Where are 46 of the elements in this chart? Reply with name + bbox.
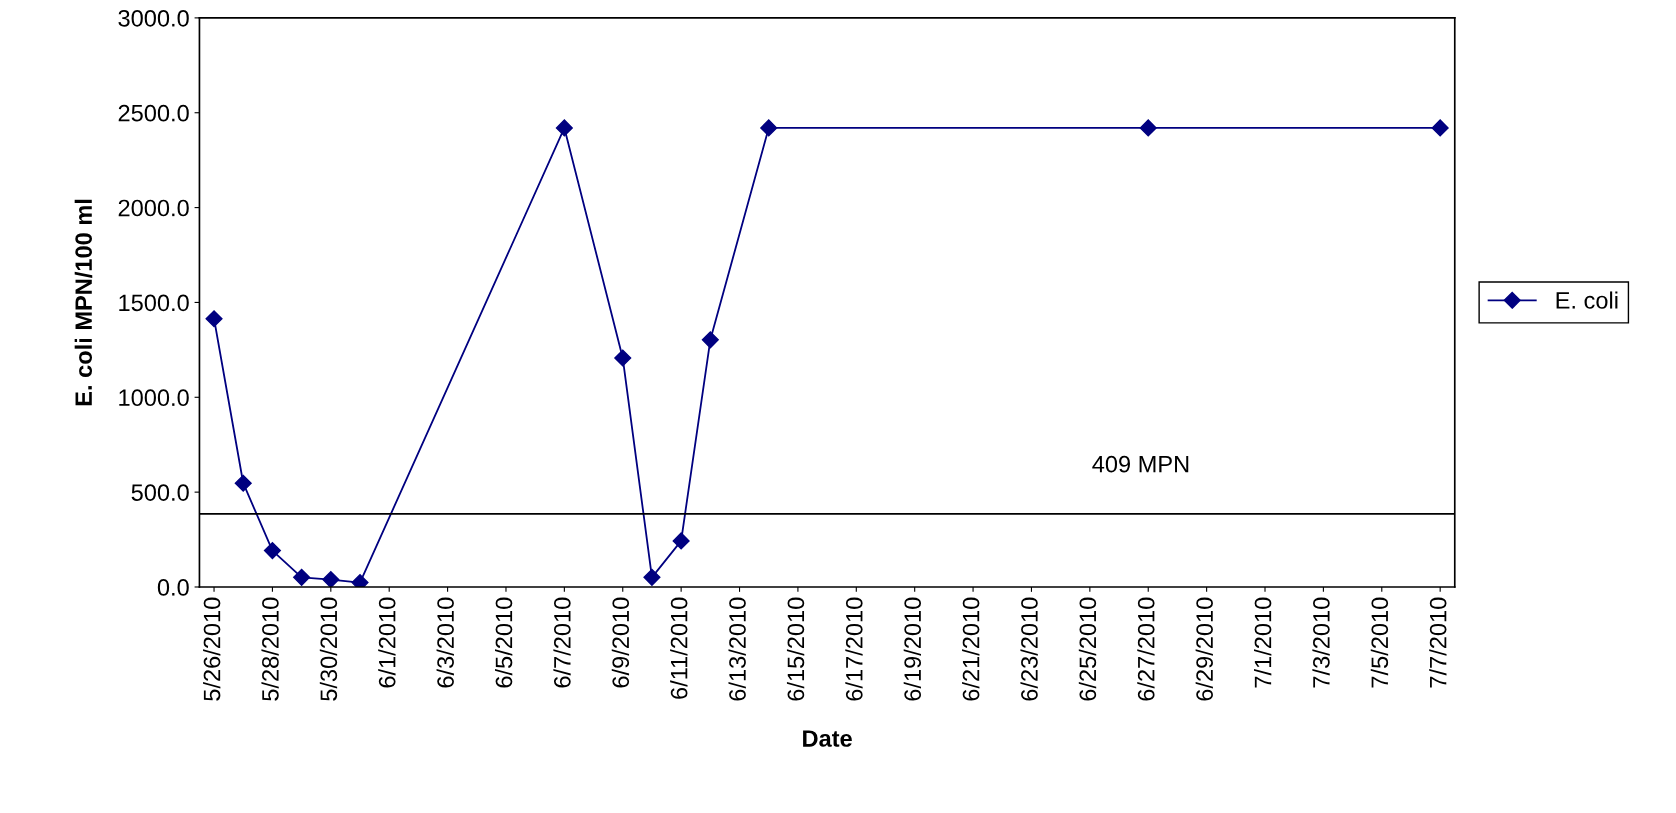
x-tick-label: 7/7/2010 xyxy=(1429,597,1447,688)
x-tick-label: 6/7/2010 xyxy=(553,597,571,688)
y-tick-label: 0.0 xyxy=(157,579,189,596)
x-tick-label: 6/19/2010 xyxy=(903,597,922,701)
point xyxy=(643,568,661,586)
x-tick-label: 6/1/2010 xyxy=(378,597,396,688)
point xyxy=(234,474,252,492)
point xyxy=(1139,119,1157,137)
y-tick-label: 1500.0 xyxy=(119,294,189,312)
x-tick-label: 6/15/2010 xyxy=(786,597,805,701)
y-tick-label: 3000.0 xyxy=(118,9,189,27)
x-tick-label: 6/9/2010 xyxy=(611,597,630,688)
y-tick-label: 1000.0 xyxy=(119,389,189,407)
x-tick-label: 6/17/2010 xyxy=(845,597,863,701)
y-axis-title: E. coli MPN/100 ml xyxy=(74,199,93,406)
point xyxy=(614,349,632,367)
y-tick-label: 2000.0 xyxy=(118,199,189,217)
x-tick-label: 7/1/2010 xyxy=(1254,597,1272,688)
point xyxy=(760,119,778,137)
point xyxy=(322,571,340,587)
x-tick-label: 6/21/2010 xyxy=(962,597,980,701)
x-tick-label: 7/3/2010 xyxy=(1312,597,1330,688)
point xyxy=(555,119,573,137)
x-tick-label: 6/11/2010 xyxy=(670,597,688,699)
x-tick-label: 6/27/2010 xyxy=(1137,597,1155,701)
x-tick-label: 6/29/2010 xyxy=(1195,597,1213,701)
legend-label: E. coli xyxy=(1556,291,1618,309)
x-tick-label: 5/26/2010 xyxy=(203,597,221,701)
x-axis-title: Date xyxy=(803,730,852,747)
point xyxy=(672,532,690,550)
point xyxy=(263,542,281,560)
x-tick-label: 6/23/2010 xyxy=(1020,597,1038,701)
y-tick-label: 2500.0 xyxy=(118,104,189,122)
point xyxy=(701,331,719,349)
x-tick-label: 5/30/2010 xyxy=(319,597,338,701)
point xyxy=(293,568,311,586)
x-tick-label: 6/5/2010 xyxy=(494,597,513,688)
x-tick-label: 6/3/2010 xyxy=(436,597,454,688)
point xyxy=(1431,119,1449,137)
x-tick-label: 7/5/2010 xyxy=(1370,597,1389,688)
point xyxy=(205,310,223,328)
x-tick-label: 6/25/2010 xyxy=(1078,597,1097,701)
x-tick-label: 6/13/2010 xyxy=(728,597,746,701)
ref-line-label: 409 MPN xyxy=(1092,455,1189,473)
y-tick-label: 500.0 xyxy=(131,484,189,501)
x-tick-label: 5/28/2010 xyxy=(261,597,279,701)
